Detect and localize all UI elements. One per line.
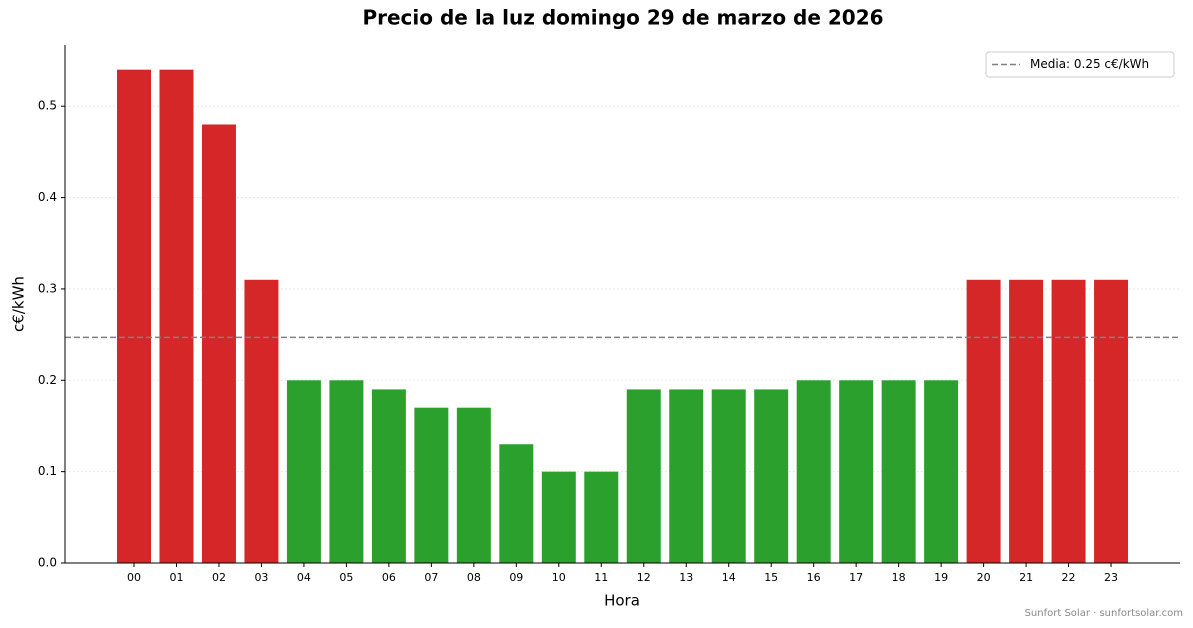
bar — [966, 279, 1001, 563]
y-tick-label: 0.2 — [38, 373, 57, 387]
bar — [414, 407, 449, 563]
bar — [456, 407, 491, 563]
legend-box — [985, 51, 1175, 78]
bar — [796, 380, 831, 563]
bar — [584, 471, 619, 563]
bar — [711, 389, 746, 563]
x-tick-label: 21 — [1019, 571, 1033, 584]
bar — [541, 471, 576, 563]
x-tick-label: 00 — [127, 571, 141, 584]
x-tick-label: 06 — [382, 571, 396, 584]
x-tick-label: 18 — [892, 571, 906, 584]
x-tick-label: 20 — [977, 571, 991, 584]
x-tick-label: 01 — [169, 571, 183, 584]
x-tick-label: 09 — [509, 571, 523, 584]
x-tick-label: 10 — [552, 571, 566, 584]
x-tick-label: 13 — [679, 571, 693, 584]
x-tick-label: 02 — [212, 571, 226, 584]
x-tick-label: 23 — [1104, 571, 1118, 584]
x-tick-label: 11 — [594, 571, 608, 584]
bar — [839, 380, 874, 563]
x-tick-label: 17 — [849, 571, 863, 584]
bar — [1051, 279, 1086, 563]
bar — [754, 389, 789, 563]
bar — [117, 69, 151, 564]
x-tick-label: 16 — [807, 571, 821, 584]
bar — [286, 380, 321, 563]
x-tick-label: 14 — [722, 571, 736, 584]
x-tick-label: 08 — [467, 571, 481, 584]
y-tick-label: 0.4 — [38, 190, 57, 204]
x-tick-label: 05 — [339, 571, 353, 584]
x-tick-label: 03 — [254, 571, 268, 584]
bar — [924, 380, 959, 563]
x-axis-label: Hora — [604, 592, 640, 610]
y-tick-label: 0.1 — [38, 464, 57, 478]
y-axis-label: c€/kWh — [10, 276, 28, 332]
y-tick-label: 0.5 — [38, 99, 57, 113]
bar — [201, 124, 236, 564]
y-tick-label: 0.0 — [38, 556, 57, 570]
bar — [626, 389, 661, 563]
x-tick-label: 15 — [764, 571, 778, 584]
bar — [499, 444, 534, 563]
bar — [1009, 279, 1044, 563]
x-tick-label: 22 — [1062, 571, 1076, 584]
chart-title: Precio de la luz domingo 29 de marzo de … — [362, 6, 883, 30]
bar — [159, 69, 194, 564]
x-tick-label: 07 — [424, 571, 438, 584]
x-tick-label: 19 — [934, 571, 948, 584]
legend-label: Media: 0.25 c€/kWh — [1030, 57, 1149, 71]
bar — [371, 389, 406, 563]
footer: Sunfort Solar · sunfortsolar.com — [1025, 608, 1183, 619]
y-tick-label: 0.3 — [38, 281, 57, 295]
bar — [1094, 279, 1129, 563]
bar — [669, 389, 704, 563]
bar — [329, 380, 364, 563]
x-tick-label: 12 — [637, 571, 651, 584]
bar — [881, 380, 916, 563]
bar — [244, 279, 279, 563]
x-tick-label: 04 — [297, 571, 311, 584]
